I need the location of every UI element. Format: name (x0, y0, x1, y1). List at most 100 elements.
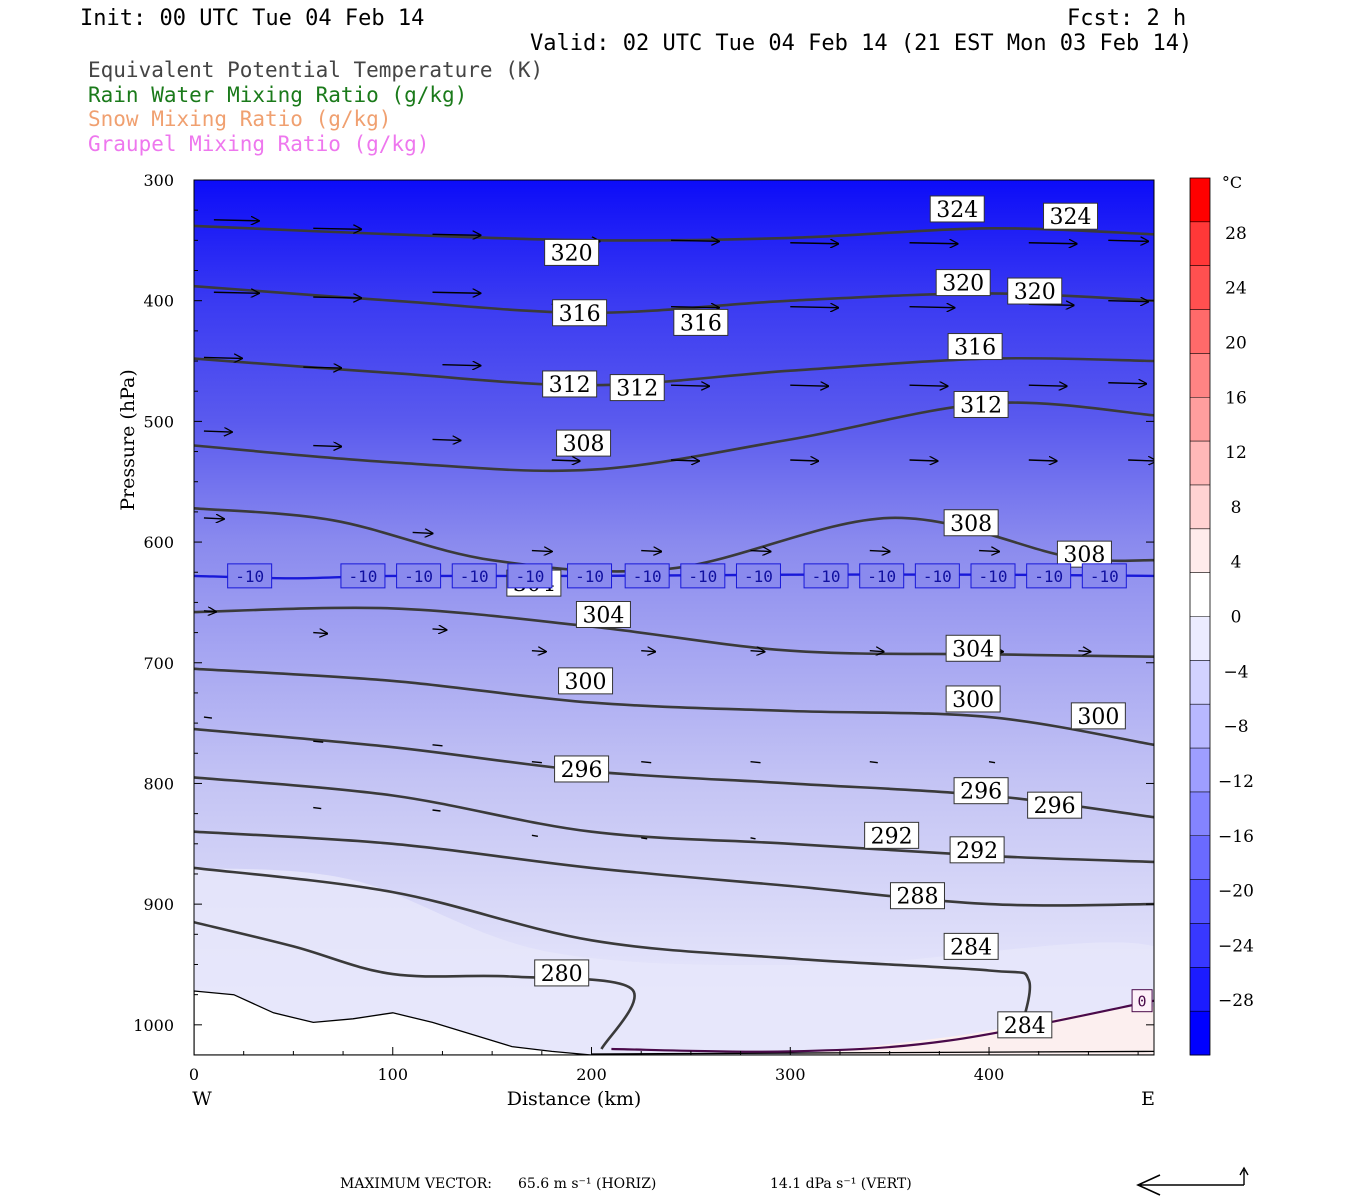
contour-label-280: 280 (541, 962, 583, 987)
wind-vector (203, 716, 213, 719)
wind-vector (869, 651, 884, 652)
isotherm-label-box (914, 563, 960, 589)
terrain-surface (194, 990, 1154, 1055)
wind-vector (750, 651, 765, 652)
contour-label-box (949, 836, 1005, 864)
isotherm-label-box (340, 563, 386, 589)
wind-vector (313, 633, 327, 634)
contour-label-300: 300 (565, 670, 607, 695)
contour-label-box (556, 429, 612, 457)
contour-label-320: 320 (1014, 280, 1056, 305)
isotherm-label: -10 (867, 567, 896, 586)
y-tick-label: 1000 (133, 1016, 174, 1035)
colorbar-swatch (1190, 353, 1210, 398)
contour-label-box (935, 269, 991, 297)
colorbar-tick-label: 28 (1225, 224, 1247, 244)
legend-graupel: Graupel Mixing Ratio (g/kg) (88, 132, 430, 156)
wind-vector (213, 220, 259, 221)
colorbar-tick-label: 4 (1231, 553, 1242, 573)
contour-label-308: 308 (563, 432, 605, 457)
wind-vector (531, 834, 539, 838)
valid-time: Valid: 02 UTC Tue 04 Feb 14 (21 EST Mon … (530, 31, 1193, 56)
isotherm-label: -10 (348, 567, 377, 586)
colorbar-swatch (1190, 879, 1210, 924)
isotherm-label-box (396, 563, 442, 589)
wind-vector (531, 651, 546, 652)
colorbar-tick-label: 16 (1225, 388, 1247, 408)
colorbar-tick-label: −12 (1218, 772, 1254, 792)
contour-label-box (673, 308, 729, 336)
surface-line (591, 1050, 1154, 1055)
colorbar-swatch (1190, 748, 1210, 793)
wind-vector (432, 809, 441, 812)
wind-vector (671, 385, 709, 386)
ref-horizontal (1136, 1174, 1244, 1196)
x-tick-label: 0 (189, 1065, 199, 1084)
colorbar-swatch (1190, 704, 1210, 749)
wind-vector (750, 837, 756, 840)
isotherm-label: -10 (1034, 567, 1063, 586)
colorbar-tick-label: 12 (1225, 443, 1247, 463)
east-label: E (1141, 1088, 1155, 1110)
wind-vector (671, 307, 719, 308)
colorbar-tick-label: −8 (1223, 717, 1248, 737)
contour-label-296: 296 (960, 780, 1002, 805)
wind-vector (213, 292, 259, 293)
isotherm-label: -10 (923, 567, 952, 586)
wind-vector (531, 761, 542, 764)
isotherm-label-box (803, 563, 849, 589)
colorbar-tick-label: 20 (1225, 333, 1247, 353)
max-vector-label: MAXIMUM VECTOR: (340, 1176, 492, 1192)
contour-label-316: 316 (559, 302, 601, 327)
axes: 300 400 500 600 700 800 900 1000 0 100 200 300 400 Di… (117, 171, 1155, 1110)
contour-label-box (558, 667, 614, 695)
y-axis-label: Pressure (hPa) (117, 369, 139, 511)
colorbar-swatch (1190, 660, 1210, 705)
isotherm-label: -10 (812, 567, 841, 586)
contour-label-324: 324 (1050, 205, 1092, 230)
isotherm-label-box (227, 563, 273, 589)
legend-snow: Snow Mixing Ratio (g/kg) (88, 107, 392, 131)
wind-vector (869, 761, 878, 764)
colorbar-tick-label: −4 (1223, 662, 1248, 682)
contour-label-box (544, 238, 600, 266)
contour-label-324: 324 (936, 198, 978, 223)
wind-vector (432, 744, 443, 747)
wind-vector (641, 651, 655, 652)
wind-vector (1028, 243, 1077, 244)
colorbar-swatch (1190, 528, 1210, 574)
theta-e-contour-280 (194, 920, 636, 1050)
forecast-hour: Fcst: 2 h (1067, 6, 1187, 31)
wind-vector (1108, 301, 1148, 302)
contour-label-box (864, 821, 920, 849)
wind-vector (790, 460, 818, 461)
contour-label-box (889, 882, 945, 910)
colorbar-tick-label: −28 (1218, 991, 1254, 1011)
wind-vector (641, 837, 648, 840)
colorbar-swatch (1190, 791, 1210, 837)
reference-vector (1136, 1166, 1249, 1196)
contour-label-320: 320 (942, 272, 984, 297)
wind-vector (1108, 240, 1148, 241)
contour-label-296: 296 (1034, 794, 1076, 819)
wind-vector (313, 446, 341, 447)
theta-e-contour-308 (194, 507, 1154, 573)
wind-vector (313, 228, 361, 229)
zero-isotherm-label: 0 (1138, 993, 1147, 1011)
contour-label-312: 312 (960, 393, 1002, 418)
max-vector-horiz: 65.6 m s⁻¹ (HORIZ) (518, 1176, 657, 1192)
colorbar-swatch (1190, 265, 1210, 311)
contour-label-312: 312 (549, 373, 591, 398)
west-label: W (192, 1088, 212, 1110)
contour-label-box (997, 1011, 1053, 1039)
isotherm-label-box (1026, 563, 1072, 589)
contour-label-284: 284 (1004, 1014, 1046, 1039)
contour-label-300: 300 (952, 688, 994, 713)
isotherm-label: -10 (979, 567, 1008, 586)
legend-rain: Rain Water Mixing Ratio (g/kg) (88, 83, 468, 107)
wind-vector (442, 365, 480, 366)
contour-label-300: 300 (1077, 705, 1119, 730)
contour-label-box (1007, 277, 1063, 305)
contour-label-296: 296 (561, 758, 603, 783)
isotherm-label: -10 (235, 567, 264, 586)
